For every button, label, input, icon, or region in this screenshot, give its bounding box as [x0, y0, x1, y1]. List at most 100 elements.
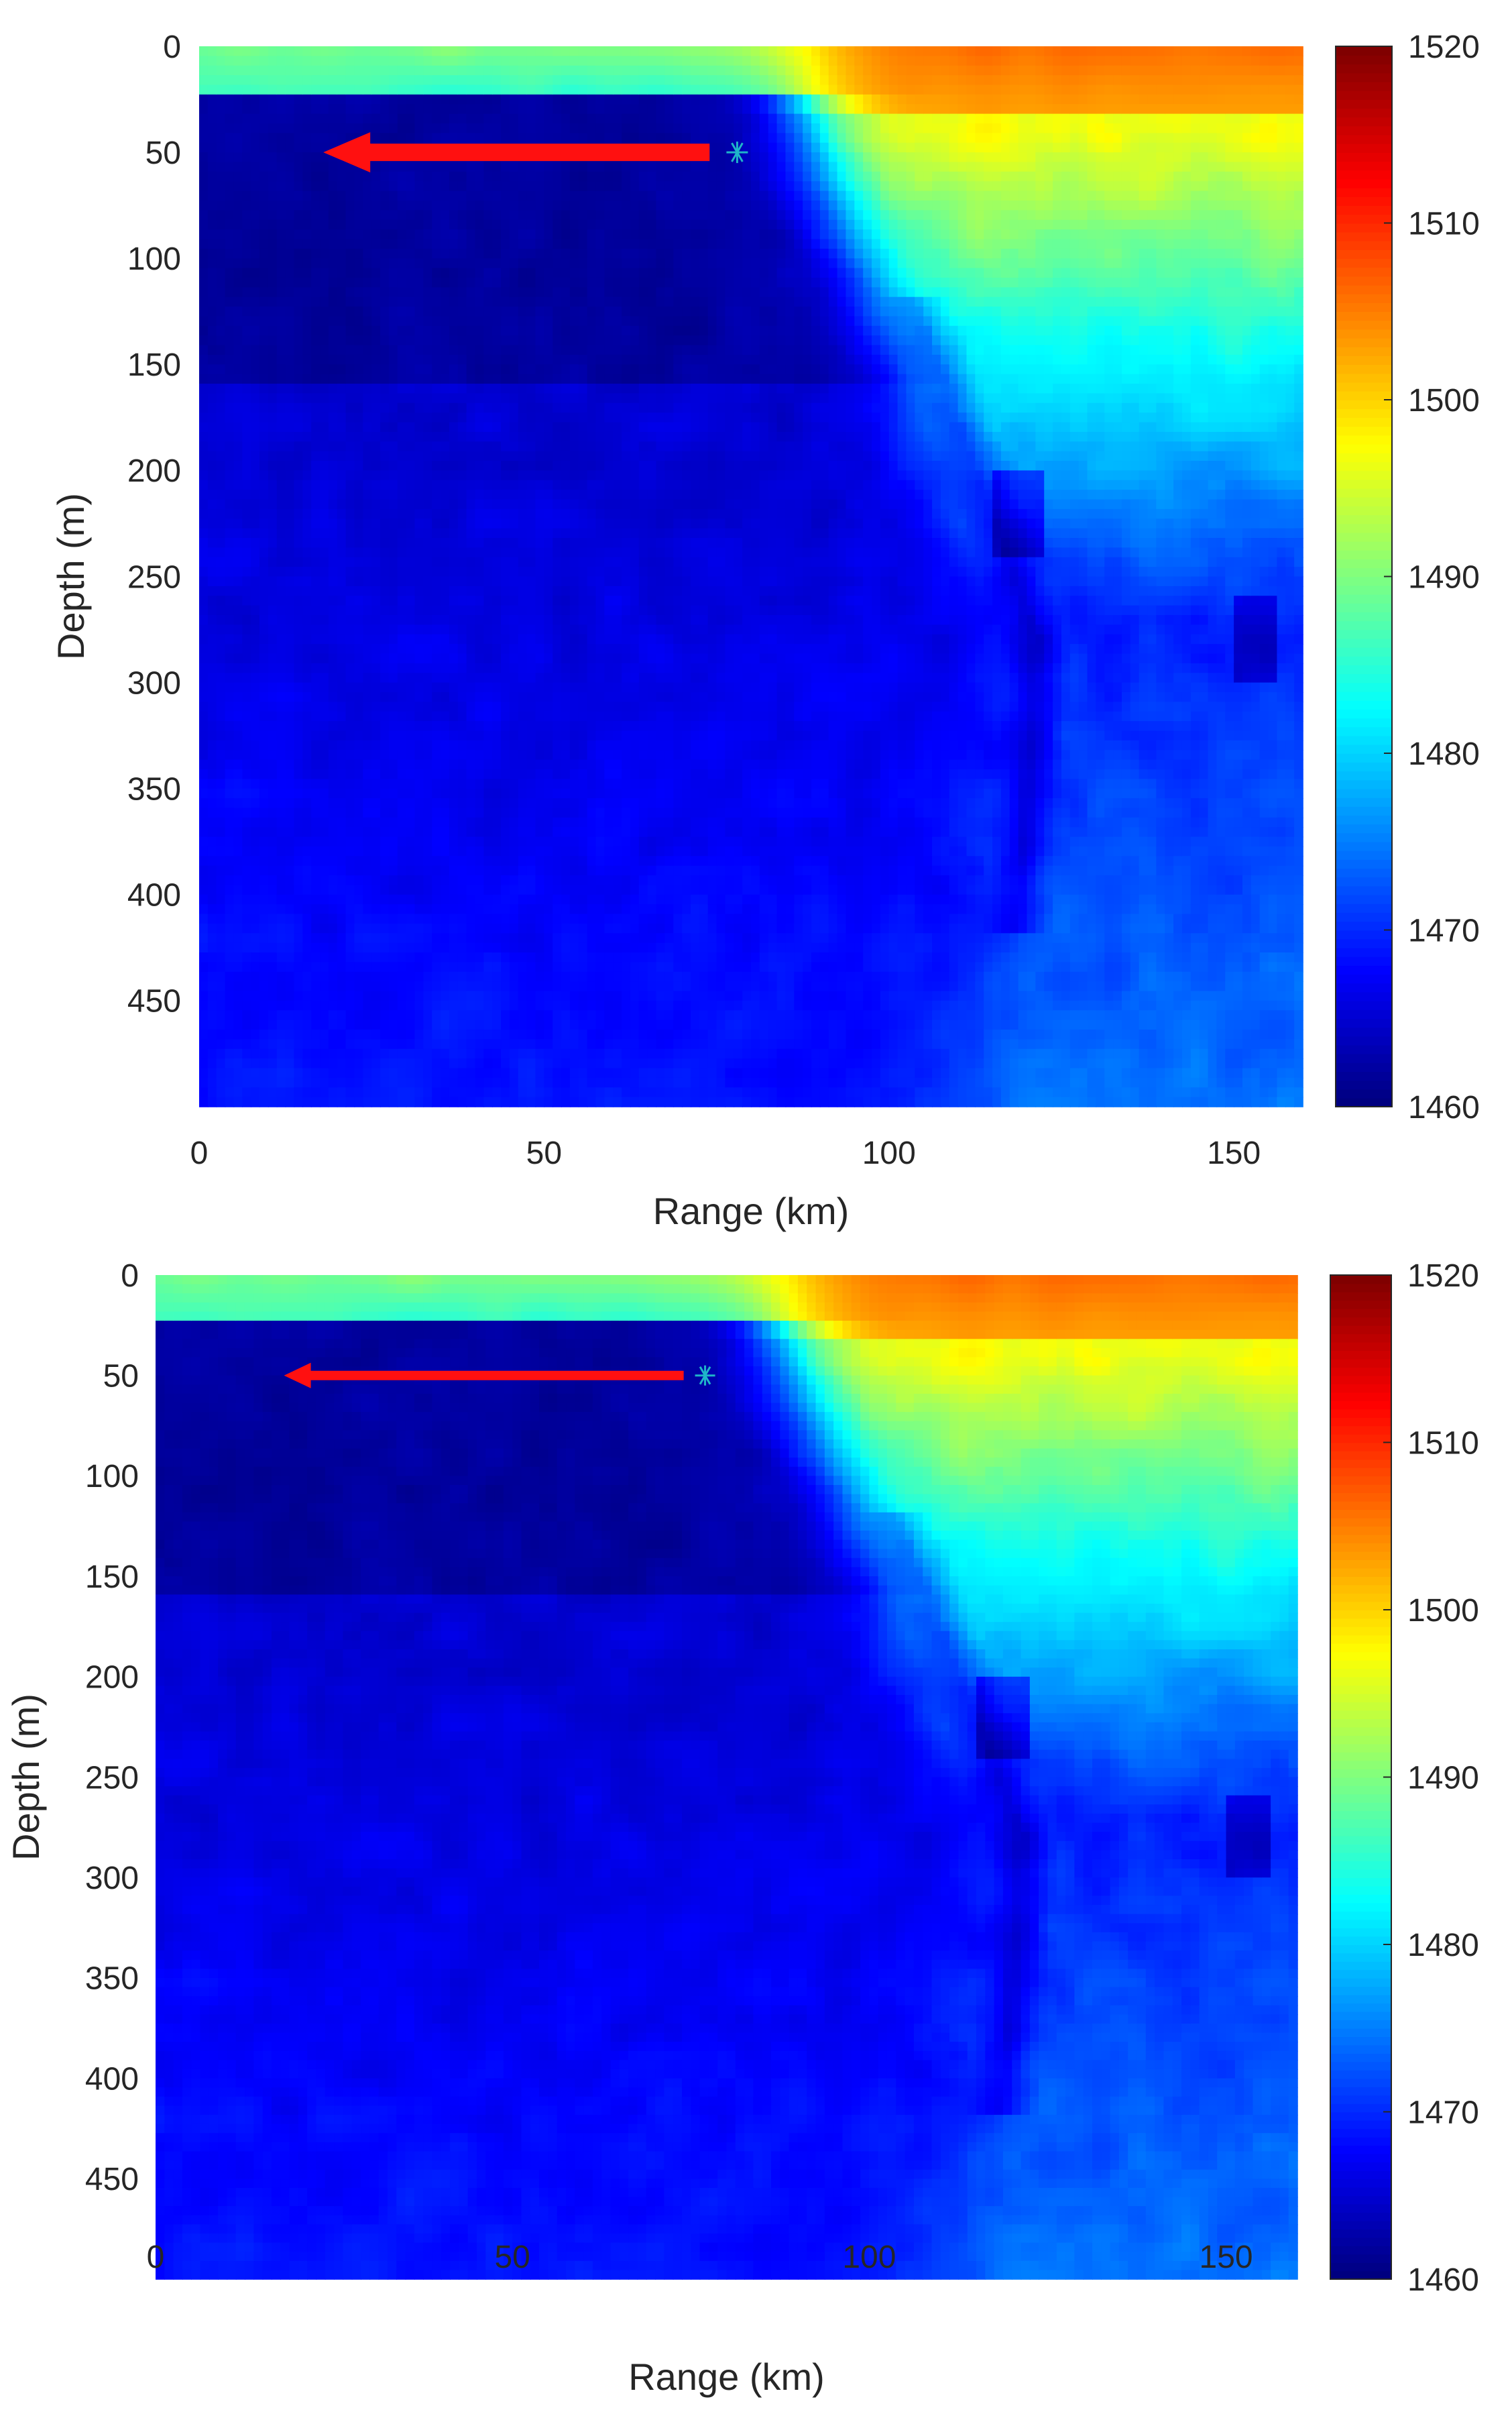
heatmap-cell — [553, 171, 562, 182]
heatmap-cell — [388, 528, 398, 539]
heatmap-cell — [475, 210, 485, 221]
heatmap-cell — [302, 470, 312, 481]
heatmap-cell — [311, 75, 321, 86]
heatmap-cell — [492, 730, 502, 741]
heatmap-cell — [561, 808, 571, 818]
heatmap-cell — [553, 808, 562, 818]
heatmap-cell — [216, 1087, 226, 1098]
heatmap-cell — [561, 94, 571, 105]
heatmap-cell — [328, 624, 338, 635]
heatmap-cell — [242, 721, 251, 732]
heatmap-cell — [544, 856, 554, 867]
heatmap-cell — [207, 740, 217, 751]
heatmap-cell — [475, 885, 485, 895]
heatmap-cell — [432, 1087, 441, 1098]
heatmap-cell — [518, 316, 528, 327]
heatmap-cell — [251, 788, 260, 799]
heatmap-cell — [285, 547, 295, 558]
heatmap-cell — [233, 1010, 243, 1021]
heatmap-cell — [207, 528, 217, 539]
heatmap-cell — [578, 586, 588, 597]
heatmap-cell — [199, 113, 209, 124]
heatmap-cell — [337, 94, 347, 105]
heatmap-cell — [216, 856, 226, 867]
heatmap-cell — [441, 663, 450, 674]
heatmap-cell — [259, 219, 269, 230]
heatmap-cell — [302, 624, 312, 635]
heatmap-cell — [457, 711, 467, 722]
heatmap-cell — [492, 750, 502, 761]
heatmap-cell — [414, 538, 424, 549]
heatmap-cell — [242, 441, 251, 452]
heatmap-cell — [371, 470, 381, 481]
heatmap-cell — [501, 721, 510, 732]
heatmap-cell — [466, 711, 476, 722]
heatmap-cell — [492, 85, 502, 95]
heatmap-cell — [251, 56, 260, 66]
heatmap-cell — [553, 239, 562, 250]
heatmap-cell — [345, 673, 355, 683]
heatmap-cell — [311, 1039, 321, 1050]
heatmap-cell — [509, 316, 519, 327]
heatmap-cell — [311, 65, 321, 76]
heatmap-cell — [569, 277, 579, 288]
heatmap-cell — [483, 451, 493, 461]
heatmap-cell — [449, 653, 459, 664]
heatmap-cell — [578, 200, 588, 211]
heatmap-cell — [457, 624, 467, 635]
heatmap-cell — [354, 788, 364, 799]
heatmap-cell — [535, 113, 545, 124]
heatmap-cell — [483, 248, 493, 259]
heatmap-cell — [578, 942, 588, 953]
heatmap-cell — [569, 412, 579, 423]
heatmap-cell — [328, 981, 338, 992]
heatmap-cell — [251, 740, 260, 751]
heatmap-cell — [354, 364, 364, 375]
heatmap-cell — [199, 596, 209, 606]
heatmap-cell — [509, 1010, 519, 1021]
heatmap-cell — [483, 325, 493, 336]
heatmap-cell — [242, 750, 251, 761]
heatmap-cell — [294, 402, 304, 413]
heatmap-cell — [328, 431, 338, 443]
heatmap-cell — [337, 624, 347, 635]
heatmap-cell — [561, 759, 571, 770]
heatmap-cell — [509, 914, 519, 924]
heatmap-cell — [457, 219, 467, 230]
heatmap-cell — [320, 567, 329, 577]
heatmap-cell — [251, 229, 260, 240]
heatmap-cell — [207, 470, 217, 481]
heatmap-cell — [397, 229, 407, 240]
heatmap-cell — [294, 528, 304, 539]
heatmap-cell — [509, 56, 519, 66]
heatmap-cell — [501, 296, 510, 307]
heatmap-cell — [388, 431, 398, 443]
heatmap-cell — [320, 277, 329, 288]
heatmap-cell — [475, 518, 485, 529]
heatmap-cell — [207, 605, 217, 616]
heatmap-cell — [363, 730, 372, 741]
heatmap-cell — [328, 402, 338, 413]
heatmap-cell — [587, 325, 597, 336]
heatmap-cell — [475, 952, 485, 963]
heatmap-cell — [432, 673, 441, 683]
heatmap-cell — [380, 499, 390, 510]
heatmap-cell — [388, 1000, 398, 1011]
heatmap-cell — [328, 46, 338, 57]
heatmap-cell — [207, 942, 217, 953]
heatmap-cell — [268, 142, 278, 153]
heatmap-cell — [578, 56, 588, 66]
heatmap-cell — [483, 846, 493, 857]
heatmap-cell — [544, 56, 554, 66]
heatmap-cell — [276, 614, 286, 626]
heatmap-cell — [569, 1077, 579, 1089]
heatmap-cell — [544, 94, 554, 105]
heatmap-cell — [354, 634, 364, 645]
heatmap-cell — [561, 412, 571, 423]
heatmap-cell — [578, 567, 588, 577]
heatmap-cell — [526, 971, 536, 982]
heatmap-cell — [397, 856, 407, 867]
heatmap-cell — [553, 412, 562, 423]
heatmap-cell — [233, 258, 243, 269]
heatmap-cell — [216, 721, 226, 732]
